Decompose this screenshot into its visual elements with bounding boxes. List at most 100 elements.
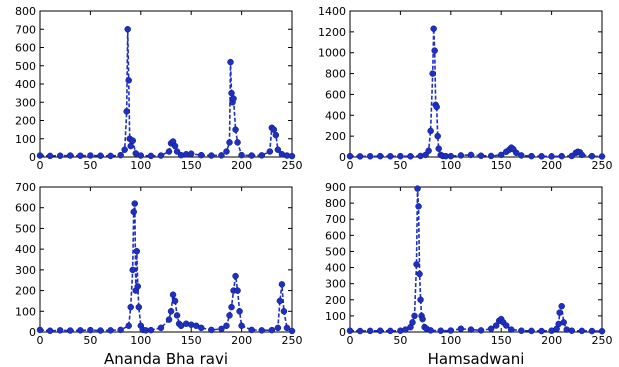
series-line — [39, 203, 293, 332]
data-point — [157, 152, 165, 159]
data-point — [266, 148, 274, 155]
data-point — [356, 327, 364, 335]
data-point — [407, 153, 414, 160]
data-point — [477, 152, 485, 159]
y-tick-label: 600 — [15, 42, 36, 55]
data-point — [117, 151, 124, 159]
data-point — [467, 151, 475, 159]
data-point — [87, 152, 94, 159]
data-point — [556, 309, 563, 316]
y-tick-label: 200 — [325, 130, 346, 143]
x-tick-label: 150 — [181, 159, 202, 172]
data-point — [411, 312, 418, 320]
data-point — [437, 327, 444, 334]
subplot-4: 0 50 100 150 200 2500100200300400500600700800… — [325, 181, 613, 367]
data-point — [429, 70, 436, 77]
data-point — [173, 312, 181, 319]
data-point — [268, 326, 276, 334]
data-point — [528, 327, 535, 335]
y-tick-label: 300 — [15, 96, 36, 109]
data-point — [232, 272, 239, 280]
data-point — [288, 327, 296, 335]
data-point — [129, 137, 136, 144]
y-tick-label: 900 — [325, 181, 346, 194]
y-tick-label: 1400 — [318, 5, 346, 18]
data-point — [376, 152, 384, 160]
data-point — [171, 297, 179, 305]
data-point — [413, 261, 420, 268]
data-point — [46, 327, 54, 335]
x-tick-label: 250 — [592, 334, 613, 347]
data-point — [568, 327, 576, 334]
x-tick-label: 0 — [37, 159, 44, 172]
data-point — [487, 152, 495, 160]
data-point — [518, 152, 525, 159]
data-point — [431, 47, 438, 54]
y-tick-label: 800 — [325, 197, 346, 210]
subplot-2: 0 50 100 150 200 250 0 200 400 600 800 1000 1200 1400 — [318, 5, 613, 172]
data-point — [238, 322, 245, 330]
y-tick-label: 800 — [15, 5, 36, 18]
data-point — [130, 208, 137, 216]
y-tick-label: 300 — [15, 264, 36, 277]
data-point — [234, 287, 241, 294]
data-point — [416, 270, 423, 278]
data-point — [173, 148, 181, 155]
y-tick-label: 1200 — [318, 26, 346, 39]
data-point — [548, 153, 555, 160]
data-point — [433, 103, 440, 111]
data-point — [167, 308, 175, 315]
x-axis-label: Hamsadwani — [428, 350, 525, 367]
x-tick-label: 200 — [541, 334, 562, 347]
data-point — [283, 324, 291, 332]
data-point — [248, 326, 255, 334]
data-point — [508, 326, 515, 333]
y-tick-label: 400 — [325, 109, 346, 122]
data-point — [598, 327, 606, 335]
data-point — [198, 324, 205, 332]
x-tick-label: 250 — [282, 159, 303, 172]
data-point — [513, 149, 520, 157]
y-tick-label: 400 — [325, 262, 346, 275]
x-tick-label: 200 — [541, 159, 562, 172]
y-tick-label: 500 — [15, 60, 36, 73]
x-tick-label: 250 — [592, 159, 613, 172]
data-point — [157, 324, 165, 332]
x-tick-label: 250 — [282, 334, 303, 347]
data-point — [125, 322, 132, 330]
data-point — [238, 151, 245, 159]
y-tick-label: 600 — [325, 88, 346, 101]
data-point — [409, 319, 416, 326]
y-tick-label: 200 — [325, 294, 346, 307]
data-point — [223, 148, 230, 155]
data-point — [230, 95, 237, 102]
data-point — [134, 283, 142, 290]
data-point — [430, 25, 437, 32]
y-tick-label: 300 — [325, 278, 346, 291]
data-point — [169, 291, 177, 298]
x-tick-label: 100 — [440, 334, 461, 347]
data-point — [66, 152, 74, 159]
data-point — [234, 139, 241, 146]
data-point — [477, 327, 485, 334]
data-point — [135, 303, 143, 311]
data-point — [425, 147, 432, 154]
data-point — [228, 303, 235, 311]
x-tick-label: 50 — [393, 159, 407, 172]
y-tick-label: 500 — [325, 245, 346, 258]
data-point — [36, 152, 44, 159]
data-point — [346, 152, 354, 160]
data-point — [133, 247, 141, 255]
x-tick-label: 100 — [130, 159, 151, 172]
data-point — [417, 296, 424, 304]
y-tick-label: 0 — [29, 326, 36, 339]
y-tick-label: 800 — [325, 68, 346, 81]
data-point — [46, 152, 54, 160]
x-tick-label: 50 — [83, 159, 97, 172]
x-tick-label: 150 — [181, 334, 202, 347]
series-line — [349, 28, 603, 158]
data-point — [66, 327, 74, 334]
y-tick-label: 700 — [15, 23, 36, 36]
